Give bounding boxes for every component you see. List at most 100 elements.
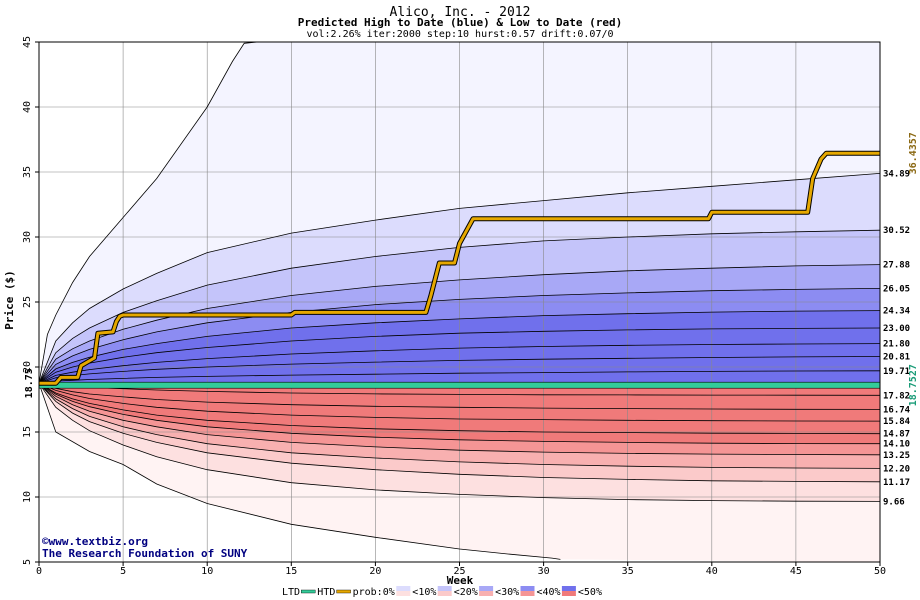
band-lower-4	[39, 383, 880, 444]
lower-curve-15.84	[38, 382, 881, 422]
upper-curve-27.88	[38, 264, 881, 384]
band-lower-7	[39, 383, 880, 482]
curve-end-label: 27.88	[883, 261, 910, 271]
htd-end-label: 36.4357	[908, 132, 919, 174]
axes: 0 5 10 15 20 25 30 35 40 45 505101520253035404518.…	[22, 36, 886, 577]
legend-band-blue-swatch	[561, 586, 576, 591]
lower-curve-14.10	[38, 382, 881, 445]
band-lower-6	[39, 383, 880, 469]
lower-curve-12.20	[38, 383, 881, 469]
upper-curve-34.89	[38, 173, 881, 384]
y-tick-label: 10	[22, 491, 33, 503]
lower-curve-11.17	[38, 383, 881, 483]
ltd-end-label: 18.7527	[908, 364, 919, 406]
x-tick-label: 35	[622, 566, 634, 577]
y-tick-label: 25	[22, 296, 33, 308]
band-lower-8	[39, 383, 880, 502]
legend-ltd-label: LTD	[282, 587, 300, 598]
legend-ltd-swatch	[301, 589, 316, 594]
legend-band-blue-swatch	[479, 586, 494, 591]
band-upper-2	[39, 343, 880, 384]
credit-url: ©www.textbiz.org	[42, 535, 148, 548]
x-tick-label: 30	[538, 566, 550, 577]
band-lower-2	[39, 383, 880, 422]
legend-htd-label: HTD	[317, 587, 335, 598]
curve-end-label: 26.05	[883, 284, 910, 294]
lower-curve-16.74	[38, 382, 881, 410]
curve-end-label: 23.00	[883, 324, 910, 334]
y-tick-label: 35	[22, 166, 33, 178]
chart-title: Alico, Inc. - 2012	[390, 5, 531, 20]
low-to-date-line	[38, 381, 881, 389]
band-upper-3	[39, 328, 880, 384]
band-lower-3	[39, 383, 880, 434]
curve-end-label: 15.84	[883, 417, 911, 427]
curve-end-label: 14.10	[883, 440, 910, 450]
legend-band-red-swatch	[479, 591, 494, 596]
legend-band-blue-swatch	[520, 586, 535, 591]
upper-curve-30.52	[38, 229, 881, 384]
lower-outer-curve	[38, 383, 561, 560]
y-tick-label: 45	[22, 36, 33, 48]
x-tick-label: 10	[201, 566, 213, 577]
curve-end-labels: 19.71 20.81 21.80 23.00 24.34 26.05 27.88 30.52…	[883, 132, 919, 507]
y-tick-label: 20	[22, 361, 33, 373]
y-tick-label: 15	[22, 426, 33, 438]
curve-end-label: 24.34	[883, 307, 911, 317]
y-tick-label: 5	[22, 559, 33, 565]
x-tick-label: 45	[790, 566, 802, 577]
legend-band-red-swatch	[520, 591, 535, 596]
y-axis-label: Price ($)	[3, 270, 16, 330]
curve-end-label: 30.52	[883, 226, 910, 236]
x-tick-label: 40	[706, 566, 718, 577]
chart-params: vol:2.26% iter:2000 step:10 hurst:0.57 d…	[306, 29, 613, 40]
upper-outer-curve	[38, 41, 258, 384]
curve-end-label: 21.80	[883, 340, 910, 350]
legend-prob-label: prob:0%	[353, 587, 395, 598]
y-tick-label: 40	[22, 101, 33, 113]
upper-curve-23.00	[38, 327, 881, 384]
lower-curve-9.66	[38, 383, 881, 502]
upper-curve-19.71	[38, 370, 881, 384]
band-upper-5	[39, 288, 880, 384]
band-upper-outer	[39, 42, 880, 384]
legend-band-label: <40%	[537, 587, 561, 598]
legend-htd-swatch	[336, 589, 351, 594]
curve-end-label: 19.71	[883, 367, 910, 377]
curve-end-label: 12.20	[883, 464, 910, 474]
lower-curve-13.25	[38, 382, 881, 456]
x-tick-label: 50	[874, 566, 886, 577]
curve-end-label: 16.74	[883, 405, 911, 415]
lower-curve-14.87	[38, 382, 881, 435]
legend-band-label: <10%	[412, 587, 436, 598]
legend-band-label: <50%	[578, 587, 602, 598]
x-tick-label: 15	[285, 566, 297, 577]
band-upper-4	[39, 310, 880, 384]
band-upper-8	[39, 173, 880, 384]
start-price-label: 18.75	[24, 368, 35, 398]
upper-curve-24.34	[38, 310, 881, 384]
x-tick-label: 25	[453, 566, 465, 577]
curve-end-label: 20.81	[883, 352, 910, 362]
y-tick-label: 30	[22, 231, 33, 243]
legend-band-blue-swatch	[437, 586, 452, 591]
legend-band-label: <30%	[495, 587, 519, 598]
percentile-curves	[38, 41, 881, 560]
curve-end-label: 13.25	[883, 451, 910, 461]
chart-subtitle: Predicted High to Date (blue) & Low to D…	[298, 16, 623, 29]
band-upper-7	[39, 230, 880, 384]
x-tick-label: 0	[36, 566, 42, 577]
curve-end-label: 34.89	[883, 169, 910, 179]
band-lower-5	[39, 383, 880, 455]
curve-end-label: 17.82	[883, 391, 910, 401]
high-to-date-line	[39, 151, 880, 385]
x-axis-label: Week	[447, 574, 474, 587]
legend-band-label: <20%	[454, 587, 478, 598]
legend-band-red-swatch	[561, 591, 576, 596]
curve-end-label: 9.66	[883, 497, 905, 507]
band-lower-outer	[39, 383, 880, 562]
legend-band-red-swatch	[396, 591, 411, 596]
x-tick-label: 5	[120, 566, 126, 577]
x-tick-label: 20	[369, 566, 381, 577]
